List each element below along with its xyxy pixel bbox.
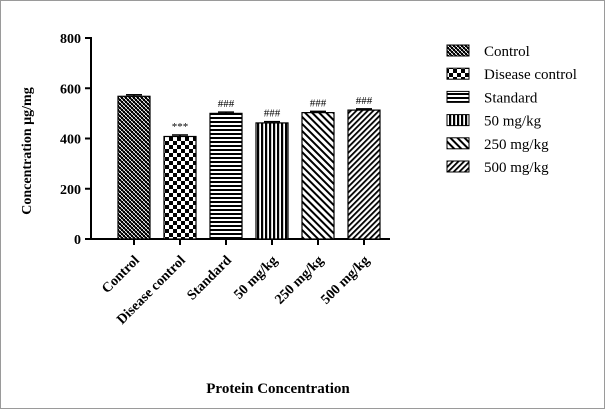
legend-label: Standard: [484, 90, 538, 106]
x-tick-label: 500 mg/kg: [318, 253, 372, 307]
x-tick-label: Standard: [185, 253, 235, 303]
x-tick-label: Control: [99, 253, 143, 297]
legend-label: Disease control: [484, 67, 577, 83]
significance-label: ###: [264, 108, 281, 120]
bar: [209, 112, 243, 240]
y-axis-label: Concentration µg/mg: [20, 87, 35, 214]
legend-label: Control: [484, 44, 530, 60]
bar: [347, 109, 381, 240]
legend-swatch: [446, 137, 470, 150]
bar: [163, 135, 197, 240]
bar: [255, 122, 289, 240]
legend-label: 50 mg/kg: [484, 114, 542, 130]
bar: [301, 112, 335, 240]
y-tick-label: 800: [60, 32, 81, 47]
legend: Control Disease control Standard 50 mg/kg 25…: [446, 44, 577, 176]
legend-label: 500 mg/kg: [484, 160, 549, 176]
significance-label: ***: [172, 121, 189, 133]
y-tick-label: 0: [74, 233, 81, 248]
x-tick-label: 250 mg/kg: [272, 253, 326, 307]
legend-swatch: [446, 90, 470, 103]
y-tick-label: 400: [60, 133, 81, 148]
significance-label: ###: [356, 95, 373, 107]
significance-label: ###: [310, 97, 327, 109]
legend-swatch: [446, 160, 470, 173]
y-tick-label: 200: [60, 183, 81, 198]
legend-swatch: [446, 44, 470, 57]
legend-label: 250 mg/kg: [484, 137, 549, 153]
y-tick-label: 600: [60, 82, 81, 97]
legend-swatch: [446, 114, 470, 127]
legend-swatch: [446, 67, 470, 80]
bars: *** ### ### ### ###: [117, 94, 381, 240]
x-axis-title: Protein Concentration: [206, 381, 350, 397]
bar: [117, 95, 151, 240]
significance-label: ###: [218, 98, 235, 110]
